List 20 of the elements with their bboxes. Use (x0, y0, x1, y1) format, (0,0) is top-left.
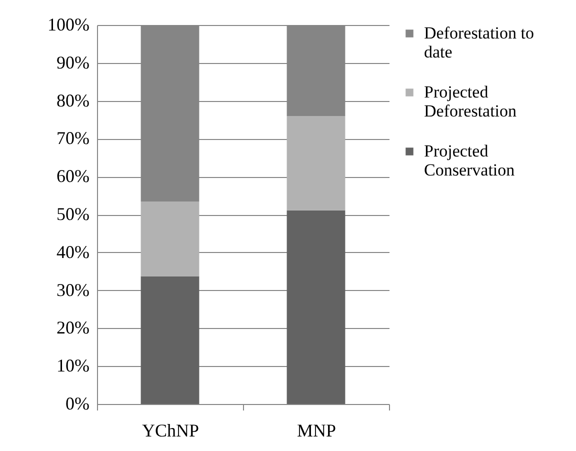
bar (286, 210, 346, 404)
y-tick-label: 10% (56, 356, 90, 376)
bar (286, 116, 346, 210)
y-tick-label: 50% (56, 204, 90, 224)
bar (140, 276, 200, 404)
y-tick-label: 90% (56, 52, 90, 72)
y-tick-label: 80% (56, 90, 90, 110)
y-tick-label: 30% (56, 280, 90, 300)
y-tick-label: 60% (56, 166, 90, 186)
y-tick-label: 0% (66, 394, 90, 414)
x-tick-label: MNP (296, 420, 336, 440)
bar (140, 202, 200, 276)
y-tick-label: 40% (56, 242, 90, 262)
y-tick-label: 70% (56, 128, 90, 148)
legend-label: Projected Conservation (424, 142, 516, 180)
y-tick-label: 20% (56, 318, 90, 338)
x-tick-label: YChNP (142, 420, 200, 440)
legend-label: Projected Deforestation (424, 82, 518, 120)
legend-label: Deforestation to date (424, 24, 534, 62)
y-tick-label: 100% (48, 14, 90, 34)
